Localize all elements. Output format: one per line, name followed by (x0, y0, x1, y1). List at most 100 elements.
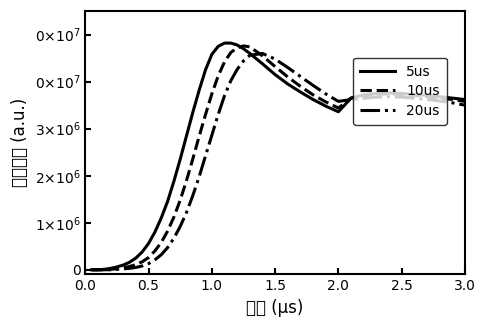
20us (437, 99, 443, 103)
20us (222, 94, 227, 98)
5us (336, 110, 341, 114)
20us (462, 103, 468, 107)
10us (241, 44, 246, 48)
10us (190, 157, 196, 161)
5us (146, 241, 151, 245)
10us (386, 92, 392, 96)
10us (165, 229, 170, 233)
20us (139, 264, 145, 268)
10us (101, 268, 107, 272)
10us (234, 46, 240, 50)
20us (209, 133, 215, 137)
20us (234, 68, 240, 72)
5us (158, 216, 164, 220)
20us (114, 267, 120, 271)
10us (108, 267, 113, 271)
5us (298, 90, 303, 94)
20us (133, 265, 139, 269)
20us (424, 97, 430, 101)
5us (184, 134, 189, 138)
20us (348, 97, 354, 101)
10us (209, 92, 215, 96)
Legend: 5us, 10us, 20us: 5us, 10us, 20us (354, 57, 447, 125)
5us (260, 62, 265, 66)
10us (222, 60, 227, 64)
10us (95, 268, 101, 272)
20us (361, 96, 367, 100)
20us (399, 95, 405, 99)
5us (272, 72, 278, 76)
10us (374, 92, 379, 96)
20us (285, 66, 291, 70)
10us (462, 99, 468, 103)
10us (285, 75, 291, 79)
Line: 5us: 5us (92, 43, 465, 270)
20us (101, 268, 107, 272)
20us (196, 175, 202, 179)
5us (348, 96, 354, 100)
5us (101, 267, 107, 271)
10us (228, 51, 234, 54)
10us (127, 264, 132, 268)
10us (215, 74, 221, 78)
10us (450, 97, 455, 101)
10us (247, 45, 253, 49)
5us (437, 95, 443, 99)
20us (272, 57, 278, 61)
20us (260, 51, 265, 55)
5us (133, 256, 139, 260)
20us (190, 194, 196, 197)
5us (139, 250, 145, 254)
20us (158, 253, 164, 257)
20us (165, 246, 170, 250)
5us (234, 43, 240, 47)
20us (241, 59, 246, 63)
5us (412, 92, 417, 96)
5us (203, 68, 208, 72)
5us (241, 47, 246, 51)
10us (184, 178, 189, 182)
5us (323, 104, 329, 108)
5us (215, 44, 221, 48)
20us (146, 262, 151, 266)
5us (127, 260, 132, 264)
5us (222, 41, 227, 45)
10us (133, 263, 139, 267)
20us (228, 79, 234, 83)
10us (152, 249, 158, 253)
5us (450, 96, 455, 100)
5us (152, 230, 158, 234)
10us (177, 198, 183, 202)
20us (95, 268, 101, 272)
10us (139, 260, 145, 264)
5us (190, 110, 196, 114)
5us (89, 268, 94, 272)
10us (348, 96, 354, 100)
Line: 10us: 10us (92, 46, 465, 270)
20us (127, 266, 132, 270)
5us (310, 97, 316, 101)
5us (361, 93, 367, 97)
5us (108, 266, 113, 270)
5us (95, 268, 101, 272)
20us (120, 267, 126, 271)
5us (209, 52, 215, 56)
20us (215, 113, 221, 116)
10us (114, 267, 120, 271)
10us (298, 84, 303, 88)
10us (310, 93, 316, 97)
20us (184, 211, 189, 215)
5us (399, 92, 405, 95)
10us (203, 113, 208, 116)
5us (374, 92, 379, 95)
5us (228, 41, 234, 45)
20us (323, 92, 329, 96)
5us (247, 51, 253, 55)
5us (424, 93, 430, 97)
10us (171, 215, 177, 219)
Line: 20us: 20us (92, 53, 465, 270)
20us (386, 95, 392, 99)
5us (177, 157, 183, 161)
5us (171, 179, 177, 183)
20us (298, 74, 303, 78)
